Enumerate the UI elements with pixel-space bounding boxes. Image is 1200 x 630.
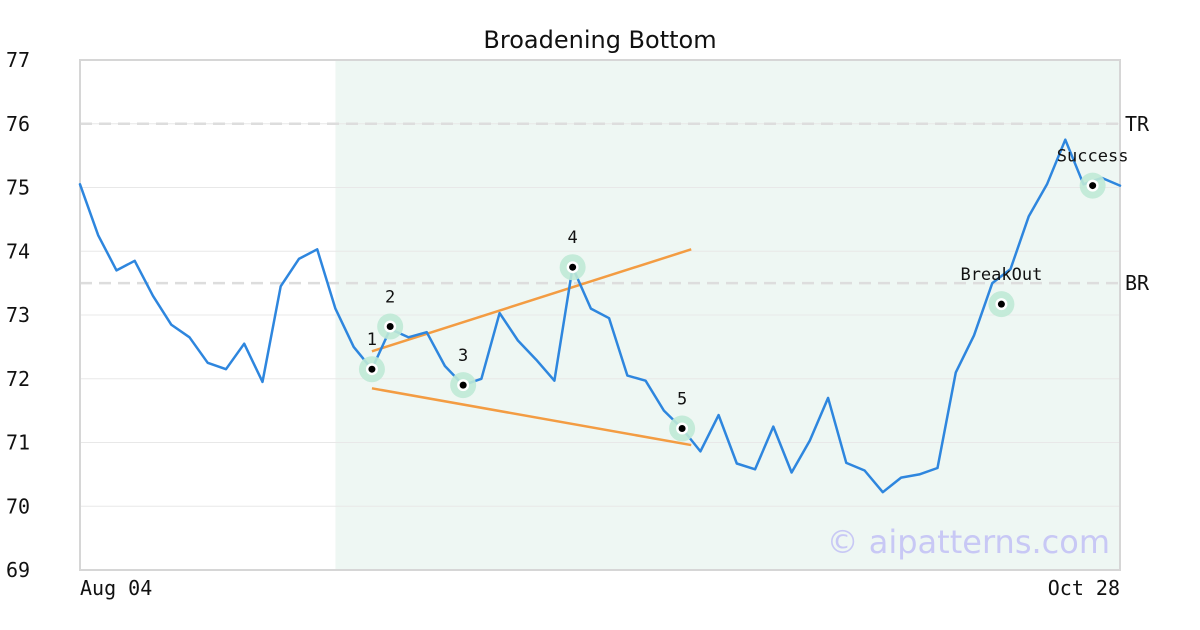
- point-2: [386, 322, 394, 330]
- annotation-label-4: 4: [568, 228, 578, 248]
- annotation-label-1: 1: [367, 330, 377, 350]
- annotations-layer: 1 2 3 4 5 BreakOut Success: [358, 147, 1129, 442]
- watermark: © aipatterns.com: [827, 523, 1110, 561]
- annotation-label-success: Success: [1057, 147, 1129, 167]
- level-label-br: BR: [1125, 271, 1150, 295]
- levels-layer: [80, 122, 1120, 285]
- y-tick-label: 76: [6, 112, 30, 136]
- y-tick-label: 70: [6, 494, 30, 518]
- point-5: [678, 424, 686, 432]
- y-tick-label: 69: [6, 558, 30, 582]
- trendline-upper: [371, 248, 692, 353]
- axes-layer: 69 70 71 72 73 74 75 76 77 Aug 04 Oct 28 TR BR: [6, 48, 1150, 600]
- y-tick-label: 72: [6, 367, 30, 391]
- y-tick-label: 77: [6, 48, 30, 72]
- trendlines-layer: [371, 248, 692, 447]
- x-tick-label: Oct 28: [1048, 576, 1120, 600]
- y-tick-label: 75: [6, 176, 30, 200]
- chart-title: Broadening Bottom: [483, 26, 716, 54]
- price-line: [78, 138, 1122, 494]
- point-breakout: [997, 300, 1005, 308]
- x-tick-label: Aug 04: [80, 576, 152, 600]
- annotation-label-3: 3: [458, 346, 468, 366]
- point-1: [368, 365, 376, 373]
- point-3: [459, 381, 467, 389]
- trendline-lower: [371, 387, 692, 447]
- point-4: [569, 263, 577, 271]
- annotation-label-2: 2: [385, 287, 395, 307]
- level-label-tr: TR: [1125, 112, 1150, 136]
- plot-frame: [79, 59, 1121, 571]
- y-tick-label: 74: [6, 239, 30, 263]
- point-success: [1089, 182, 1097, 190]
- y-tick-label: 73: [6, 303, 30, 327]
- annotation-label-5: 5: [677, 389, 687, 409]
- annotation-label-breakout: BreakOut: [960, 265, 1042, 285]
- series-layer: [78, 138, 1122, 494]
- y-tick-label: 71: [6, 431, 30, 455]
